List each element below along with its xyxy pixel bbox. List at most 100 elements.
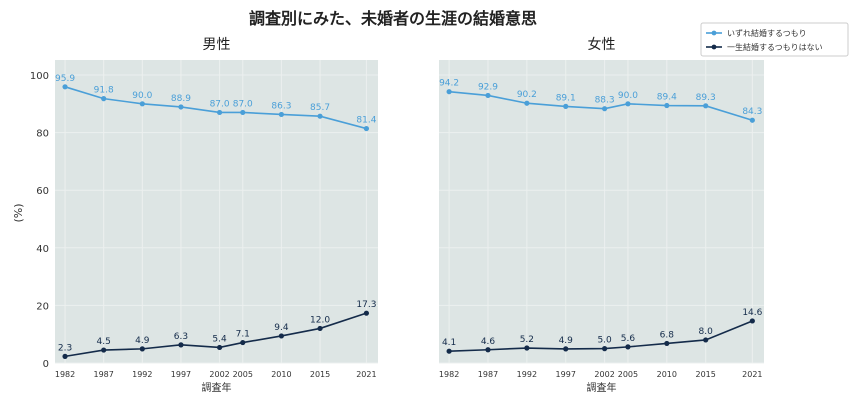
x-tick-label: 1987 [478,370,498,379]
y-axis-label: (%) [12,203,25,222]
data-point [602,106,608,112]
x-tick-label: 2015 [696,370,716,379]
data-label: 6.8 [660,330,675,340]
series: 95.9 91.8 90.0 88.9 87.0 87.0 86.3 85.7 81.4 [55,74,377,132]
data-label: 89.3 [696,93,716,103]
x-tick-label: 2021 [742,370,762,379]
data-label: 5.4 [212,334,227,344]
data-point [363,310,370,316]
data-point [485,347,491,353]
x-tick-label: 1997 [171,370,191,379]
x-tick-label: 2005 [233,370,253,379]
y-tick-label: 0 [43,359,49,370]
data-label: 2.3 [58,343,72,353]
panel-1: 男性 1982 1987 1992 1997 2002 2005 2010 2015 2021 調査… [30,37,378,394]
data-label: 90.0 [618,91,638,101]
chart-title: 調査別にみた、未婚者の生涯の結婚意思 [249,9,537,28]
data-point [625,344,631,350]
data-point [240,339,246,346]
data-label: 4.9 [559,336,574,346]
data-point [178,104,184,110]
data-point [363,125,370,132]
x-tick-label: 2005 [618,370,638,379]
data-label: 89.4 [657,93,677,103]
data-point [62,353,68,359]
data-point [101,347,107,353]
data-point [62,84,68,90]
data-label: 90.2 [517,90,537,100]
data-label: 88.9 [171,94,191,104]
y-tick-label: 20 [36,301,49,312]
data-point [317,325,323,332]
y-tick-label: 60 [36,186,49,197]
data-label: 17.3 [356,300,376,310]
data-label: 6.3 [174,332,188,342]
panel-title: 女性 [588,36,616,53]
data-label: 87.0 [233,99,253,109]
data-point [317,113,323,119]
data-point [749,117,755,123]
data-label: 5.2 [520,335,534,345]
data-point [703,103,709,109]
data-label: 86.3 [271,101,291,111]
x-tick-label: 2015 [310,370,330,379]
data-point [216,109,223,116]
data-label: 85.7 [310,103,330,113]
data-label: 4.1 [442,338,456,348]
x-axis-label: 調査年 [587,381,617,394]
x-axis-label: 調査年 [202,381,232,394]
data-label: 94.2 [439,79,459,89]
data-label: 88.3 [595,96,615,106]
data-point [278,111,285,118]
data-label: 5.6 [621,334,636,344]
y-tick-label: 80 [36,129,49,140]
x-tick-label: 2010 [271,370,291,379]
legend-entry: 一生結婚するつもりはない [706,42,823,52]
data-label: 12.0 [310,315,330,325]
data-point [524,100,530,106]
x-tick-label: 1987 [94,370,114,379]
data-point [139,346,145,352]
series: 4.1 4.6 5.2 4.9 5.0 5.6 6.8 8.0 14.6 [442,308,763,354]
panel-2: 女性 1982 1987 1992 1997 2002 2005 2010 2015 2021 調査… [439,36,764,394]
data-label: 7.1 [236,330,250,340]
x-tick-label: 1982 [439,370,459,379]
data-label: 87.0 [210,99,230,109]
series: 2.3 4.5 4.9 6.3 5.4 7.1 9.4 12.0 17.3 [58,300,376,359]
data-label: 14.6 [742,308,762,318]
data-label: 89.1 [556,93,576,103]
x-tick-label: 2002 [594,370,614,379]
data-label: 8.0 [699,327,714,337]
data-label: 4.6 [481,337,496,347]
data-label: 92.9 [478,82,498,92]
data-point [240,109,246,116]
legend-label: 一生結婚するつもりはない [727,42,823,52]
x-tick-label: 2021 [356,370,376,379]
x-tick-label: 1992 [132,370,152,379]
data-label: 90.0 [132,91,152,101]
legend-box [700,22,849,57]
legend-marker [711,44,717,50]
legend-marker [711,30,717,36]
data-point [101,96,107,102]
data-point [216,344,223,351]
data-label: 5.0 [597,336,612,346]
legend-entry: いずれ結婚するつもり [706,28,807,38]
y-tick-label: 40 [36,244,49,255]
x-tick-label: 1982 [55,370,75,379]
data-point [563,103,569,109]
data-label: 84.3 [742,107,762,117]
legend-label: いずれ結婚するつもり [727,28,807,38]
plot-area [55,60,378,363]
data-label: 9.4 [274,323,289,333]
data-point [625,101,631,107]
plot-area [439,60,764,363]
data-label: 4.5 [97,337,111,347]
data-point [602,346,608,352]
data-point [446,89,452,95]
y-tick-label: 100 [30,71,49,82]
data-point [703,337,709,343]
chart-panels: 男性 1982 1987 1992 1997 2002 2005 2010 2015 2021 調査… [30,36,764,394]
